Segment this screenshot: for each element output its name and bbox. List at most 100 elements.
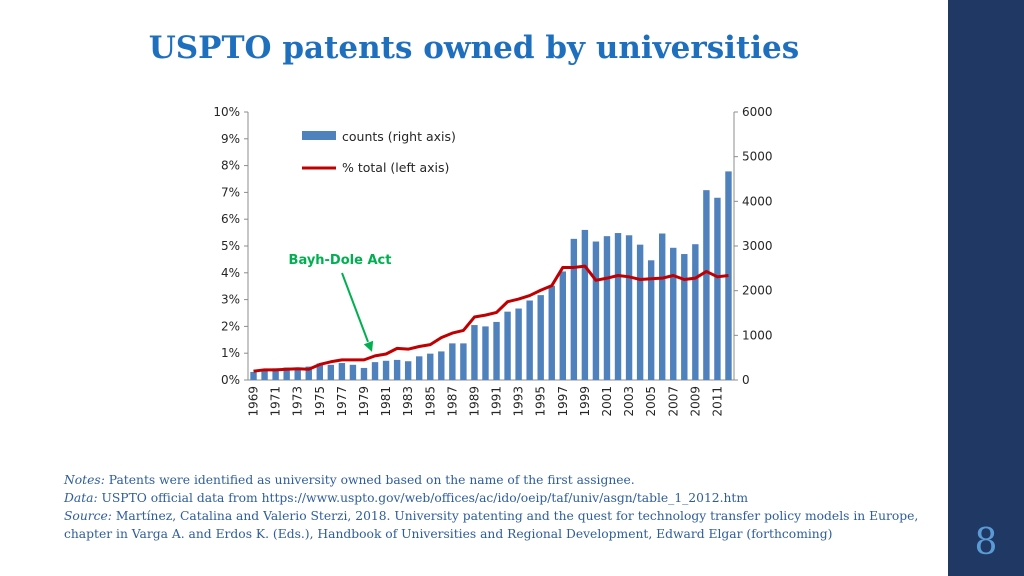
- data-line: Data: USPTO official data from https://w…: [64, 489, 934, 507]
- bar: [603, 236, 611, 380]
- bar: [382, 360, 390, 380]
- legend-line-label: % total (left axis): [342, 160, 449, 175]
- bar: [482, 326, 489, 380]
- data-label: Data:: [64, 491, 98, 505]
- bar: [294, 368, 301, 380]
- x-tick-label: 1973: [291, 386, 305, 417]
- bar: [449, 343, 456, 380]
- left-axis-tick-label: 0%: [221, 373, 240, 387]
- x-tick-label: 2007: [666, 386, 680, 417]
- bar: [250, 371, 257, 380]
- bar: [427, 353, 434, 380]
- bar: [493, 321, 500, 380]
- right-axis-tick-label: 3000: [742, 239, 773, 253]
- x-tick-label: 2001: [600, 386, 614, 417]
- bar: [592, 241, 600, 380]
- bar: [404, 361, 412, 380]
- left-axis-tick-label: 2%: [221, 319, 240, 333]
- source-text: Martínez, Catalina and Valerio Sterzi, 2…: [64, 509, 919, 541]
- annotation-arrow-line: [341, 272, 369, 343]
- bar: [692, 244, 699, 380]
- legend-bar-swatch: [302, 131, 336, 140]
- bar: [371, 362, 379, 380]
- notes-label: Notes:: [64, 473, 105, 487]
- left-axis-tick-label: 5%: [221, 239, 240, 253]
- bar: [581, 229, 589, 380]
- chart: 0% 1% 2% 3% 4% 5% 6% 7% 8% 9% 10% 0 1000 2000 3000 4000…: [213, 105, 773, 417]
- bar: [316, 363, 323, 380]
- source-line: Source: Martínez, Catalina and Valerio S…: [64, 507, 934, 543]
- slide-title: USPTO patents owned by universities: [148, 30, 800, 66]
- bar: [537, 295, 544, 380]
- left-axis-tick-label: 4%: [221, 266, 240, 280]
- x-tick-label: 1969: [247, 386, 261, 417]
- bar: [670, 247, 677, 380]
- left-axis-tick-label: 10%: [213, 105, 240, 119]
- x-tick-label: 1995: [534, 386, 548, 417]
- bar: [272, 368, 279, 380]
- x-tick-label: 1987: [445, 386, 459, 417]
- x-tick-label: 1997: [556, 386, 570, 417]
- bar: [714, 197, 721, 380]
- bar: [261, 369, 268, 380]
- notes-line: Notes: Patents were identified as univer…: [64, 471, 934, 489]
- x-tick-label: 2005: [644, 386, 658, 417]
- x-tick-label: 1971: [269, 386, 283, 417]
- bar: [703, 190, 710, 380]
- page-number: 8: [974, 522, 998, 563]
- left-axis-tick-label: 8%: [221, 159, 240, 173]
- source-label: Source:: [64, 509, 112, 523]
- x-tick-label: 1989: [467, 386, 481, 417]
- bar: [526, 300, 533, 380]
- bar: [416, 356, 423, 380]
- x-tick-label: 1975: [313, 386, 327, 417]
- bar: [681, 254, 688, 380]
- bar: [460, 343, 467, 380]
- annotation-label: Bayh-Dole Act: [289, 253, 392, 268]
- right-axis-tick-label: 6000: [742, 105, 773, 119]
- bar: [305, 366, 312, 380]
- bar: [515, 308, 522, 380]
- right-axis-tick-label: 1000: [742, 328, 773, 342]
- bar: [548, 285, 555, 380]
- annotation-arrow-head: [363, 340, 374, 352]
- x-tick-label: 2011: [710, 386, 724, 417]
- x-tick-label: 1985: [423, 386, 437, 417]
- x-tick-label: 2009: [688, 386, 702, 417]
- sidebar: 8: [948, 0, 1024, 576]
- bar: [647, 260, 655, 380]
- bar: [471, 325, 478, 380]
- bar: [327, 364, 335, 380]
- x-tick-label: 1991: [490, 386, 504, 417]
- left-axis-tick-label: 7%: [221, 185, 240, 199]
- left-axis-tick-label: 3%: [221, 293, 240, 307]
- bar: [614, 233, 622, 380]
- bar: [636, 244, 644, 380]
- x-tick-label: 1993: [512, 386, 526, 417]
- left-axis-tick-label: 1%: [221, 346, 240, 360]
- notes-block: Notes: Patents were identified as univer…: [64, 471, 934, 543]
- share-line: [253, 264, 729, 373]
- bar: [438, 351, 445, 380]
- bar: [625, 235, 633, 380]
- x-tick-label: 2003: [622, 386, 636, 417]
- bar: [504, 311, 511, 380]
- bar: [570, 238, 578, 380]
- bar: [559, 271, 566, 380]
- x-tick-label: 1979: [357, 386, 371, 417]
- notes-text: Patents were identified as university ow…: [104, 473, 635, 487]
- x-tick-label: 1981: [379, 386, 393, 417]
- bar: [393, 359, 401, 380]
- legend-bar-label: counts (right axis): [342, 129, 456, 144]
- right-axis-tick-label: 5000: [742, 150, 773, 164]
- bar: [659, 233, 666, 380]
- bar: [338, 363, 346, 380]
- bar: [283, 367, 290, 380]
- right-axis-tick-label: 2000: [742, 284, 773, 298]
- x-tick-label: 1977: [335, 386, 349, 417]
- x-tick-label: 1999: [578, 386, 592, 417]
- left-axis-tick-label: 6%: [221, 212, 240, 226]
- right-axis-tick-label: 4000: [742, 194, 773, 208]
- bar: [349, 364, 357, 380]
- bar: [360, 367, 368, 380]
